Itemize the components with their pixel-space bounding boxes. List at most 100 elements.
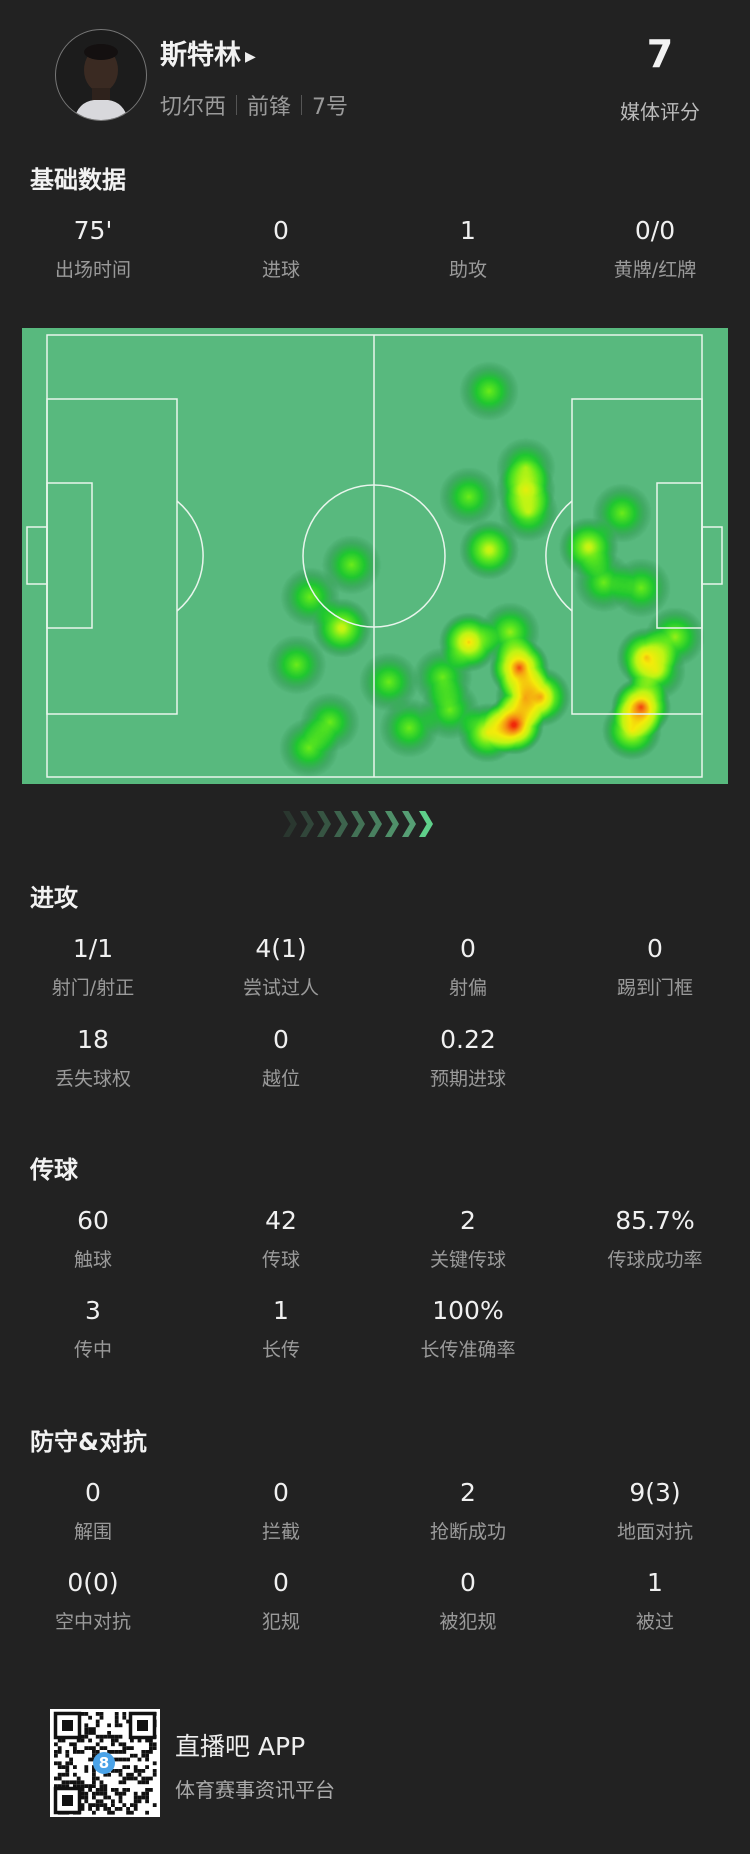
stat-label: 射偏 — [448, 977, 487, 999]
stat-label: 传球 — [261, 1249, 300, 1271]
media-rating: 7 — [646, 32, 674, 76]
stat-value: 0 — [647, 934, 663, 963]
stat-value: 0 — [85, 1478, 101, 1507]
pitch-lines — [26, 334, 723, 778]
stat-label: 传中 — [73, 1339, 112, 1361]
chevron-right-icon — [300, 811, 314, 837]
stat-item: 0 进球 — [191, 216, 371, 282]
shirt-number: 7号 — [312, 95, 349, 120]
stat-value: 1/1 — [72, 934, 114, 963]
stat-value: 0 — [273, 1025, 289, 1054]
stat-item: 0 拦截 — [191, 1478, 371, 1544]
stat-item: 3 传中 — [3, 1296, 183, 1362]
stat-value: 0 — [460, 934, 476, 963]
stat-item: 4(1) 尝试过人 — [191, 934, 371, 1000]
stat-item: 0(0) 空中对抗 — [3, 1568, 183, 1634]
stat-value: 100% — [432, 1296, 504, 1325]
stat-value: 9(3) — [629, 1478, 681, 1507]
stat-item: 75' 出场时间 — [3, 216, 183, 282]
stat-label: 拦截 — [261, 1521, 300, 1543]
stat-value: 3 — [85, 1296, 101, 1325]
stat-label: 触球 — [73, 1249, 112, 1271]
stat-label: 长传准确率 — [420, 1339, 516, 1361]
stat-item: 0 犯规 — [191, 1568, 371, 1634]
player-photo-icon — [74, 44, 128, 120]
stat-item: 2 关键传球 — [378, 1206, 558, 1272]
media-rating-label: 媒体评分 — [620, 100, 700, 124]
team-name: 切尔西 — [160, 95, 227, 120]
stat-value: 2 — [460, 1478, 476, 1507]
stat-item: 0.22 预期进球 — [378, 1025, 558, 1091]
stat-value: 75' — [73, 216, 113, 245]
chevron-right-icon — [317, 811, 331, 837]
player-avatar — [55, 29, 147, 121]
stat-item: 0 解围 — [3, 1478, 183, 1544]
stat-value: 2 — [460, 1206, 476, 1235]
stat-label: 关键传球 — [429, 1249, 506, 1271]
stat-value: 1 — [460, 216, 476, 245]
stat-label: 越位 — [261, 1068, 300, 1090]
stat-item: 42 传球 — [191, 1206, 371, 1272]
qr-code-icon — [53, 1711, 157, 1815]
stat-value: 0 — [273, 1568, 289, 1597]
play-triangle-icon[interactable]: ▶ — [245, 48, 256, 65]
stat-label: 长传 — [261, 1339, 300, 1361]
stat-value: 1 — [273, 1296, 289, 1325]
stat-label: 丢失球权 — [54, 1068, 131, 1090]
stat-value: 85.7% — [615, 1206, 695, 1235]
chevron-right-icon — [334, 811, 348, 837]
stat-label: 射门/射正 — [51, 977, 135, 999]
stat-item: 0 踢到门框 — [565, 934, 745, 1000]
chevron-right-icon — [283, 811, 297, 837]
section-title-passing: 传球 — [30, 1156, 78, 1184]
qr-code[interactable]: 8 — [50, 1709, 160, 1817]
stat-value: 1 — [647, 1568, 663, 1597]
stat-value: 4(1) — [255, 934, 307, 963]
stat-item: 9(3) 地面对抗 — [565, 1478, 745, 1544]
stat-value: 18 — [77, 1025, 109, 1054]
stat-value: 0 — [273, 1478, 289, 1507]
section-title-defense: 防守&对抗 — [30, 1428, 147, 1456]
stat-label: 出场时间 — [54, 259, 131, 281]
qr-badge: 8 — [93, 1752, 115, 1774]
chevron-right-icon — [385, 811, 399, 837]
stat-label: 助攻 — [448, 259, 487, 281]
player-meta: 切尔西 前锋 7号 — [160, 89, 348, 121]
stat-item: 1 长传 — [191, 1296, 371, 1362]
app-name: 直播吧 APP — [175, 1732, 306, 1761]
chevron-right-icon — [368, 811, 382, 837]
stat-value: 0 — [460, 1568, 476, 1597]
stat-item: 18 丢失球权 — [3, 1025, 183, 1091]
stat-label: 进球 — [261, 259, 300, 281]
stat-item: 0/0 黄牌/红牌 — [565, 216, 745, 282]
attack-direction-arrows — [283, 811, 433, 839]
stat-label: 犯规 — [261, 1611, 300, 1633]
divider — [236, 95, 238, 115]
stat-item: 1 被过 — [565, 1568, 745, 1634]
stat-value: 0/0 — [634, 216, 676, 245]
stat-label: 黄牌/红牌 — [613, 259, 697, 281]
stat-value: 60 — [77, 1206, 109, 1235]
stat-value: 0 — [273, 216, 289, 245]
stat-label: 被过 — [635, 1611, 674, 1633]
stat-label: 抢断成功 — [429, 1521, 506, 1543]
stat-label: 空中对抗 — [54, 1611, 131, 1633]
stat-value: 0.22 — [440, 1025, 496, 1054]
stat-item: 85.7% 传球成功率 — [565, 1206, 745, 1272]
divider — [301, 95, 303, 115]
section-title-attack: 进攻 — [30, 884, 78, 912]
heatmap-pitch — [22, 328, 728, 784]
heatmap-layer — [22, 328, 728, 784]
stat-label: 尝试过人 — [242, 977, 319, 999]
stat-value: 0(0) — [67, 1568, 119, 1597]
stat-item: 1/1 射门/射正 — [3, 934, 183, 1000]
chevron-right-icon — [351, 811, 365, 837]
stat-label: 被犯规 — [439, 1611, 497, 1633]
chevron-right-icon — [419, 811, 433, 837]
stat-item: 0 被犯规 — [378, 1568, 558, 1634]
stat-label: 预期进球 — [429, 1068, 506, 1090]
stat-item: 100% 长传准确率 — [378, 1296, 558, 1362]
player-name[interactable]: 斯特林 ▶ — [160, 40, 256, 71]
player-position: 前锋 — [247, 95, 292, 120]
stat-label: 解围 — [73, 1521, 112, 1543]
